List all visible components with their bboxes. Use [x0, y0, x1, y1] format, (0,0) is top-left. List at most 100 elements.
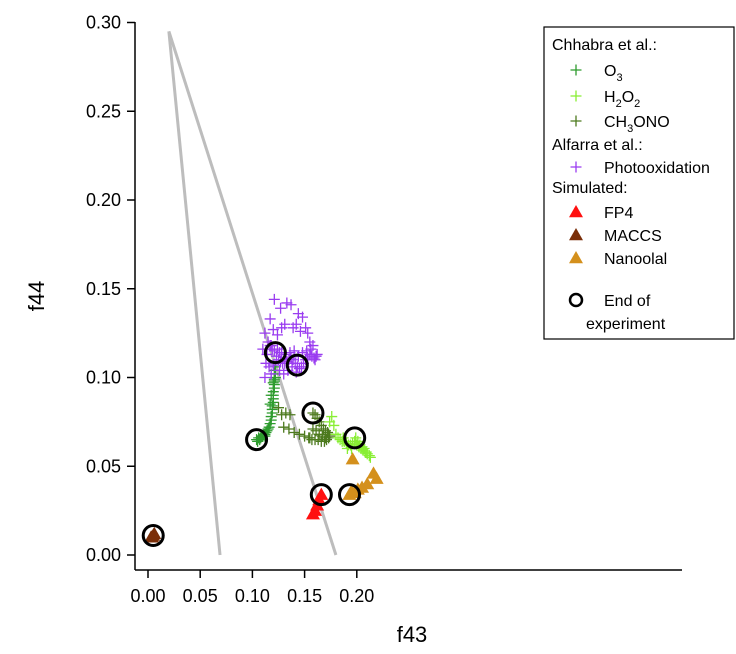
photo-point-26 [311, 348, 323, 360]
legend-item-ch3ono: CH3ONO [570, 114, 670, 135]
series-maccs [144, 526, 162, 543]
legend-group-simulated: Simulated: [552, 180, 628, 197]
nanoolal-point-1 [345, 452, 360, 465]
legend-label-fp4: FP4 [604, 205, 633, 222]
end-markers [141, 341, 367, 547]
ch3ono-point-4 [278, 421, 290, 433]
ch3ono-point-6 [288, 427, 300, 439]
legend-label-photooxidation: Photooxidation [604, 160, 710, 177]
legend-marker-photo [570, 161, 582, 173]
x-tick-label-1: 0.05 [183, 586, 218, 606]
nanoolal-point-8 [344, 484, 359, 497]
end-of-experiment-circle-icon [568, 292, 584, 308]
legend-triangle-icon-maccs [569, 228, 583, 241]
ch3ono-point-7 [293, 428, 305, 440]
y-tick-label-1: 0.05 [86, 456, 121, 476]
legend-group-chhabra: Chhabra et al.: [552, 37, 657, 54]
legend-label-end-line2: experiment [586, 316, 666, 333]
triangle-lines [167, 30, 338, 556]
photo-point-62 [294, 325, 306, 337]
o3-point-28 [265, 389, 277, 401]
photo-point-48 [275, 302, 287, 314]
o3-point-29 [264, 398, 276, 410]
ch3ono-point-32 [319, 432, 331, 444]
photo-point-39 [265, 368, 277, 380]
x-tick-label-0: 0.00 [130, 586, 165, 606]
end-of-experiment-marker-0 [141, 523, 165, 547]
photo-point-56 [287, 322, 299, 334]
nanoolal-point-7 [369, 471, 384, 484]
legend-item-maccs: MACCS [569, 228, 662, 245]
legend-item-end-of-experiment: End of experiment [568, 292, 666, 333]
y-tick-label-3: 0.15 [86, 279, 121, 299]
h2o2-point-2 [328, 419, 340, 431]
y-tick-label-2: 0.10 [86, 368, 121, 388]
photo-point-40 [259, 372, 271, 383]
photo-point-63 [302, 327, 314, 339]
x-tick-label-4: 0.20 [339, 586, 374, 606]
end-of-experiment-marker-7 [343, 426, 367, 450]
legend-triangle-icon-fp4 [569, 205, 583, 218]
legend-label-h2o2: H2O2 [604, 89, 640, 110]
x-tick-label-3: 0.15 [287, 586, 322, 606]
legend-triangle-icon-nanoolal [569, 251, 583, 264]
legend-plus-icon-o3 [570, 64, 582, 76]
y-tick-label-5: 0.25 [86, 101, 121, 121]
legend-box [543, 26, 735, 340]
y-tick-label-0: 0.00 [86, 545, 121, 565]
legend-label-nanoolal: Nanoolal [604, 251, 667, 268]
series-nanoolal [342, 452, 384, 500]
ch3ono-point-27 [304, 432, 316, 444]
photo-point-0 [259, 327, 271, 339]
end-of-experiment-marker-6 [337, 483, 361, 507]
series-photo [257, 293, 323, 383]
legend-item-h2o2: H2O2 [570, 89, 640, 110]
legend-group-alfarra: Alfarra et al.: [552, 137, 643, 154]
legend-item-o3: O3 [570, 63, 623, 84]
photo-point-53 [297, 311, 309, 323]
legend-item-photooxidation: Photooxidation [570, 160, 710, 177]
legend-item-nanoolal: Nanoolal [569, 251, 667, 268]
maccs-point-3 [144, 530, 159, 543]
legend: Chhabra et al.: O3 H2O2 CH3ONO Alfarra e… [543, 26, 735, 340]
triangle-line-1 [167, 30, 338, 556]
ch3ono-point-0 [273, 402, 284, 414]
h2o2-point-1 [326, 411, 338, 423]
end-of-experiment-marker-3 [285, 353, 309, 377]
end-of-experiment-marker-5 [309, 483, 333, 507]
end-of-experiment-marker-1 [245, 428, 269, 452]
legend-plus-icon-ch3ono [570, 115, 582, 127]
photo-point-59 [264, 313, 276, 325]
legend-label-o3: O3 [604, 63, 623, 84]
ch3ono-point-26 [306, 434, 318, 446]
photo-point-25 [310, 350, 322, 362]
legend-marker-h2o2 [570, 90, 582, 102]
photo-point-60 [267, 324, 279, 336]
legend-marker-maccs [569, 228, 583, 241]
legend-marker-o3 [570, 64, 582, 76]
series-h2o2 [324, 411, 376, 463]
legend-plus-icon-photo [570, 161, 582, 173]
photo-point-47 [268, 293, 280, 305]
legend-label-end-line1: End of [604, 293, 651, 310]
series-ch3ono [273, 402, 336, 447]
h2o2-point-26 [360, 446, 372, 458]
photo-point-50 [285, 299, 297, 311]
photo-point-65 [274, 347, 286, 359]
legend-marker-nanoolal [569, 251, 583, 264]
series-fp4 [305, 487, 329, 520]
x-axis-label: f43 [397, 622, 428, 647]
photo-point-64 [307, 340, 319, 352]
nanoolal-point-5 [360, 477, 375, 490]
axes [134, 22, 682, 571]
y-tick-label-4: 0.20 [86, 190, 121, 210]
x-tick-label-2: 0.10 [235, 586, 270, 606]
ch3ono-point-3 [284, 409, 296, 421]
ticks: 0.00 0.05 0.10 0.15 0.20 0.00 0.05 0.10 0.15 0.20… [86, 13, 374, 607]
y-axis-label: f44 [24, 281, 49, 312]
fp4-point-4 [314, 487, 329, 500]
end-of-experiment-marker-4 [301, 401, 325, 425]
legend-marker-fp4 [569, 205, 583, 218]
photo-point-61 [279, 318, 291, 330]
